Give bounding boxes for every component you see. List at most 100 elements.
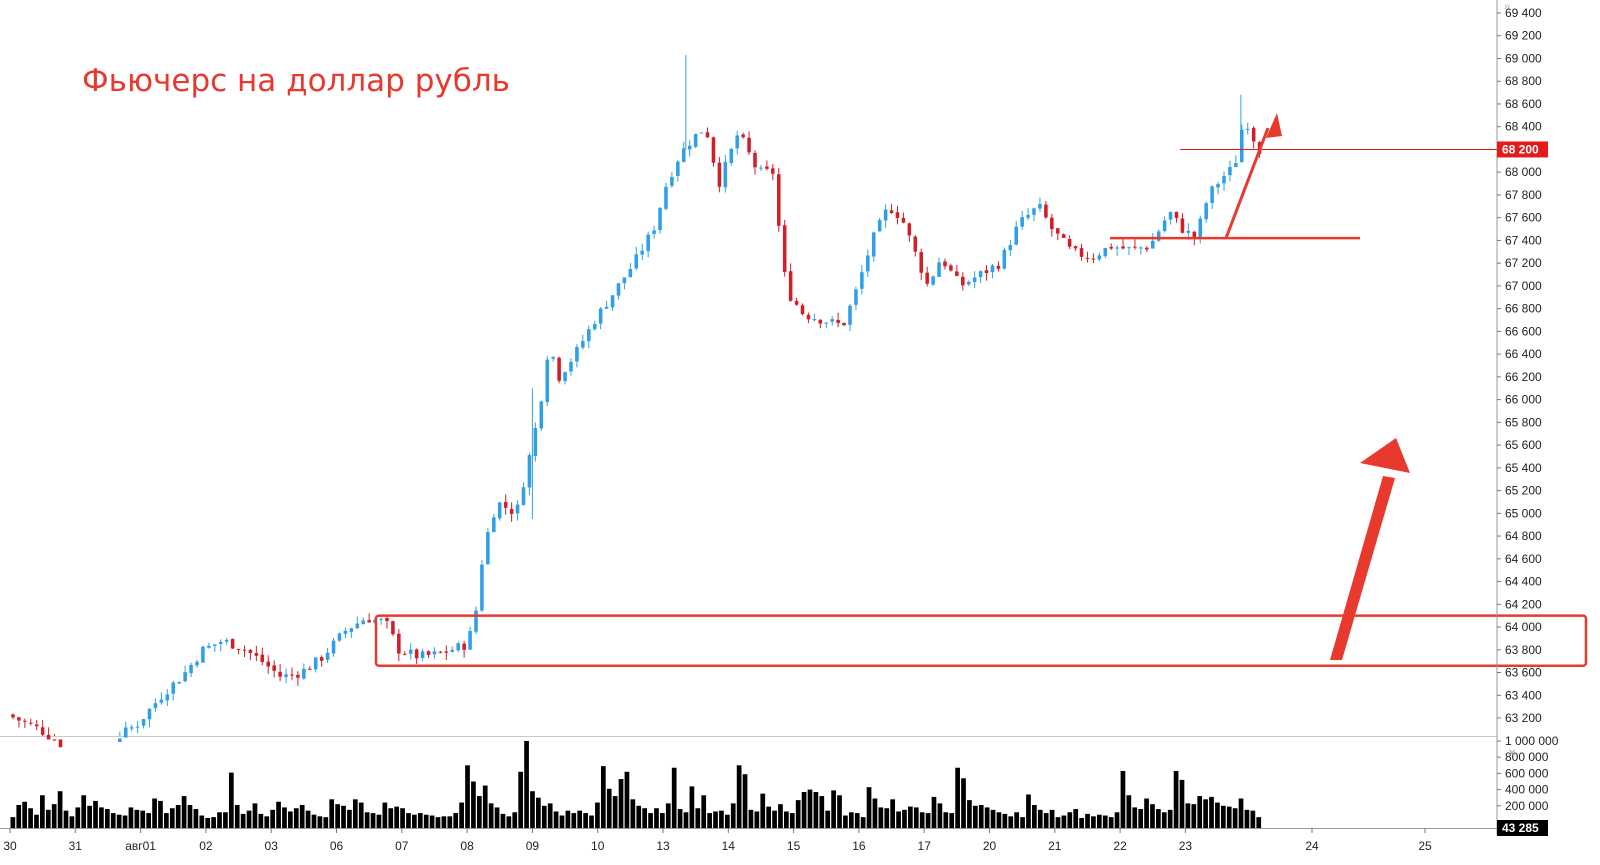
- small-arrow-head: [1266, 113, 1282, 138]
- volume-bar: [1102, 815, 1108, 828]
- volume-bar: [246, 810, 252, 828]
- candle-body: [1245, 128, 1250, 130]
- volume-bar: [736, 765, 742, 828]
- volume-bar: [1132, 807, 1138, 828]
- volume-bar: [890, 799, 896, 828]
- candle-body: [1014, 226, 1018, 245]
- volume-bar: [134, 809, 140, 828]
- volume-bar: [258, 813, 264, 828]
- candle-body: [313, 657, 318, 670]
- candle-body: [272, 665, 276, 671]
- volume-bar: [1215, 802, 1220, 828]
- candle-body: [296, 674, 300, 678]
- volume-bar: [1185, 803, 1191, 828]
- candle-body: [676, 161, 680, 176]
- candle-body: [794, 300, 799, 305]
- volume-bar: [400, 808, 405, 828]
- price-tick-label: 65 800: [1505, 415, 1542, 429]
- volume-bar: [506, 816, 512, 828]
- candle-body: [996, 265, 1001, 269]
- close-icon[interactable]: ×: [1508, 745, 1516, 760]
- candle-body: [1002, 249, 1007, 269]
- volume-bar: [996, 812, 1002, 828]
- candle-body: [1044, 204, 1048, 218]
- candle-body: [919, 252, 924, 273]
- candle-body: [1032, 208, 1036, 215]
- candle-body: [171, 682, 176, 694]
- last-price-label: 68 200: [1502, 142, 1539, 156]
- volume-bar: [169, 808, 175, 828]
- volume-bar: [654, 808, 659, 828]
- candle-body: [290, 674, 294, 676]
- candle-body: [723, 161, 728, 188]
- candle-body: [224, 639, 229, 642]
- volume-bar: [382, 802, 388, 828]
- volume-bar: [187, 804, 193, 828]
- volume-bar: [589, 815, 594, 828]
- volume-bar: [1091, 816, 1096, 828]
- big-arrow-shaft: [1330, 476, 1395, 660]
- chart-title: Фьючерс на доллар рубль: [82, 63, 510, 99]
- candle-body: [735, 135, 739, 149]
- volume-bar: [87, 805, 92, 828]
- candle-body: [854, 289, 858, 305]
- candle-body: [1139, 247, 1143, 249]
- candle-body: [693, 133, 698, 147]
- candle-body: [1186, 230, 1191, 233]
- volume-bar: [63, 810, 69, 828]
- volume-bar: [104, 809, 110, 828]
- volume-bar: [1067, 812, 1073, 828]
- candle-body: [699, 132, 704, 134]
- candle-body: [842, 323, 846, 326]
- candle-body: [1091, 258, 1096, 260]
- candle-body: [776, 174, 781, 226]
- volume-bar: [388, 808, 394, 828]
- candle-body: [670, 177, 674, 186]
- support-zone-rectangle: [374, 614, 1588, 667]
- volume-bar: [1179, 779, 1185, 828]
- candle-body: [1127, 247, 1131, 249]
- volume-bar: [471, 781, 476, 828]
- volume-bar: [293, 808, 299, 828]
- volume-bar: [1167, 809, 1173, 828]
- candle-body: [135, 726, 140, 728]
- date-tick-label: 02: [199, 839, 213, 853]
- volume-bar: [600, 766, 606, 828]
- candle-body: [515, 504, 520, 514]
- candle-body: [147, 708, 152, 720]
- volume-bar: [913, 807, 919, 828]
- candle-body: [949, 265, 953, 271]
- volume-bar: [1026, 794, 1031, 828]
- volume-bar: [476, 796, 482, 828]
- volume-bar: [110, 813, 116, 828]
- candle-body: [652, 230, 656, 234]
- candle-body: [218, 642, 223, 644]
- volume-bar: [848, 812, 854, 828]
- volume-bar: [412, 814, 417, 828]
- candle-body: [367, 620, 371, 623]
- candle-body: [230, 639, 235, 649]
- candle-body: [860, 272, 864, 289]
- volume-tick-label: 800 000: [1505, 750, 1549, 764]
- candle-body: [254, 653, 259, 656]
- volume-bar: [116, 814, 122, 828]
- candle-body: [28, 722, 33, 724]
- volume-bar: [1049, 809, 1055, 828]
- candle-body: [1073, 246, 1078, 249]
- volume-bar: [884, 808, 890, 828]
- volume-bar: [181, 796, 187, 828]
- volume-bar: [559, 815, 565, 828]
- volume-bar: [754, 811, 760, 828]
- candle-body: [177, 682, 181, 684]
- candle-body: [848, 305, 852, 325]
- volume-bar: [264, 816, 270, 828]
- candle-body: [11, 714, 15, 718]
- volume-bar: [45, 809, 51, 828]
- scroll-right-icon[interactable]: »: [1504, 1, 1510, 13]
- volume-bar: [417, 813, 423, 828]
- volume-bar: [760, 793, 766, 828]
- volume-bar: [919, 812, 925, 828]
- date-tick-label: 21: [1048, 839, 1062, 853]
- volume-bar: [642, 808, 648, 828]
- candle-body: [165, 694, 170, 701]
